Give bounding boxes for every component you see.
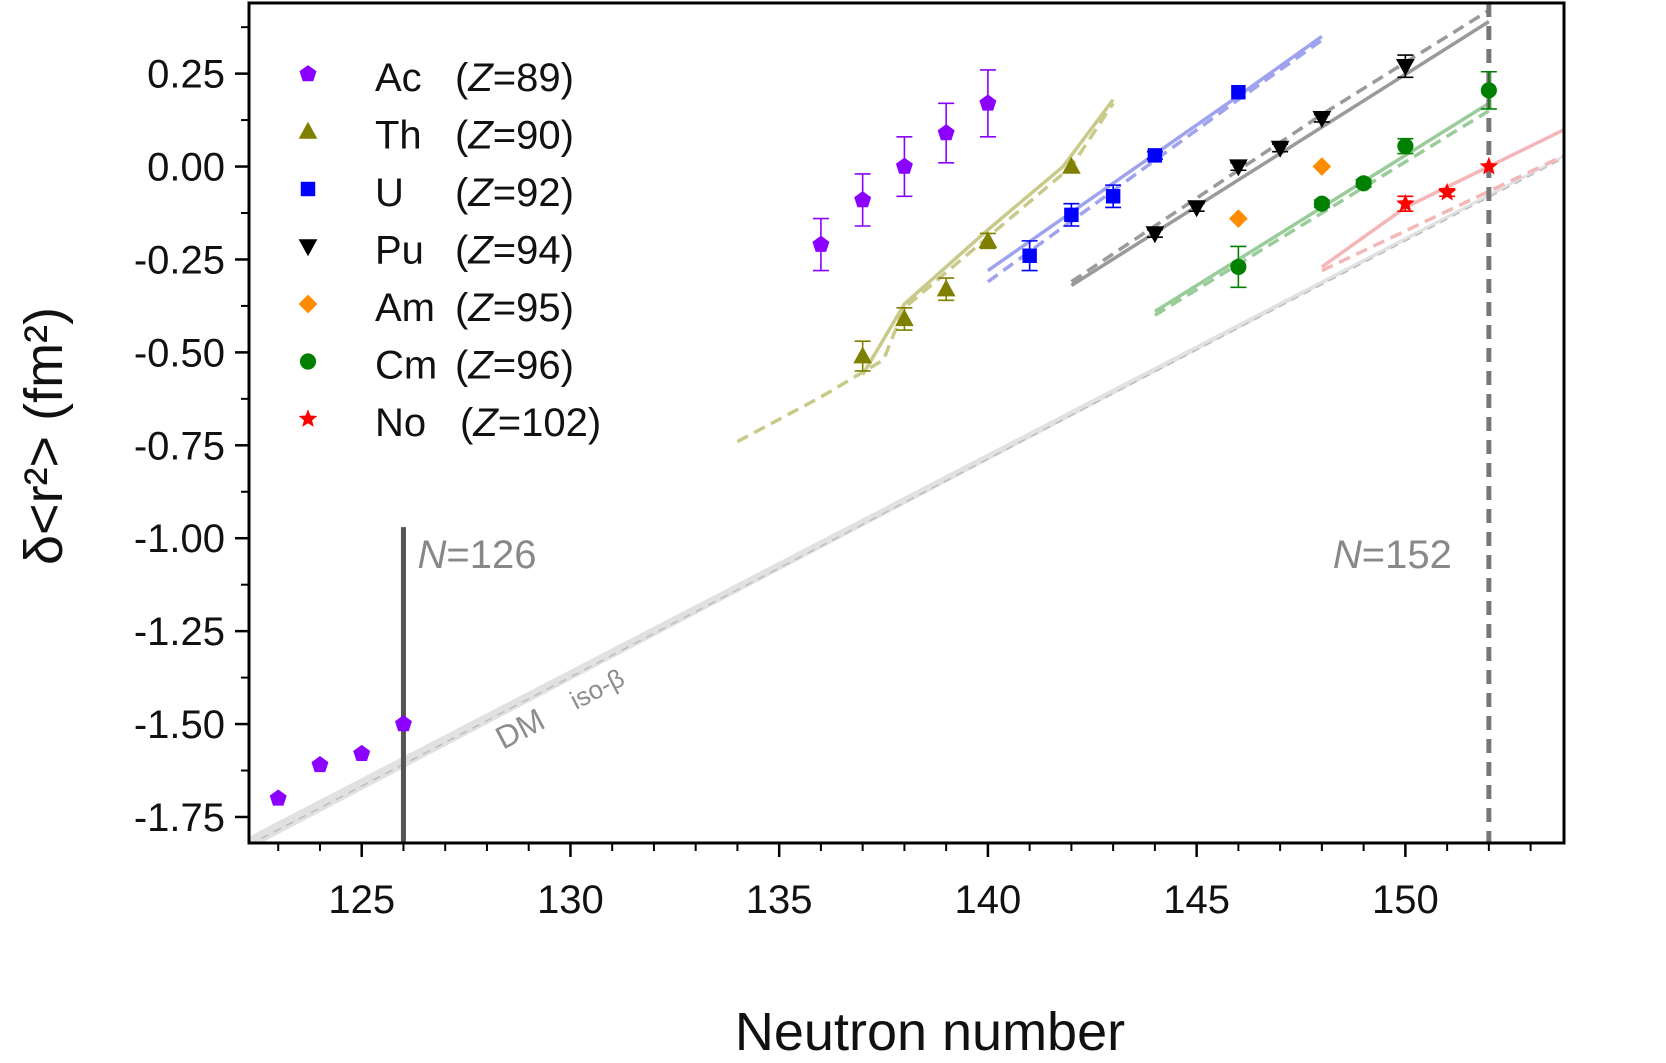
- dm-band-area: [249, 154, 1564, 843]
- x-tick-label-140: 140: [955, 878, 1022, 922]
- point-cm-n152: [1480, 82, 1497, 99]
- point-pu-n144: [1145, 226, 1165, 244]
- point-ac-n125: [353, 744, 371, 762]
- dm-band-dashed-line: [251, 157, 1564, 843]
- x-tick-label-145: 145: [1163, 878, 1230, 922]
- y-tick-label-8: -1.75: [134, 796, 225, 840]
- point-no-n152: [1479, 156, 1499, 175]
- legend-marker-no: [298, 409, 318, 427]
- legend-z-ac: (Z=89): [455, 56, 574, 100]
- point-ac-n126: [394, 715, 412, 732]
- point-u-n141: [1022, 248, 1037, 263]
- legend-label-ac: Ac: [375, 56, 422, 100]
- legend-label-no: No: [375, 401, 426, 445]
- plot-border: [247, 1, 1566, 845]
- plot-frame: [247, 1, 1566, 845]
- point-th-n138: [895, 309, 914, 327]
- point-cm-n146: [1230, 258, 1247, 275]
- legend-marker-ac: [299, 65, 317, 82]
- point-th-n139: [936, 279, 956, 297]
- y-tick-label-5: -1.00: [134, 517, 225, 561]
- x-tick-label-125: 125: [328, 878, 395, 922]
- point-cm-n149: [1355, 175, 1372, 192]
- point-ac-n124: [311, 756, 329, 773]
- point-ac-n139: [937, 124, 955, 141]
- legend-label-u: U: [375, 171, 404, 215]
- legend-label-cm: Cm: [375, 344, 437, 388]
- legend-marker-pu: [298, 239, 318, 257]
- x-axis-title: Neutron number: [735, 1002, 1125, 1062]
- point-pu-n148: [1312, 110, 1332, 128]
- legend-z-u: (Z=92): [455, 171, 574, 215]
- legend-z-cm: (Z=96): [455, 344, 574, 388]
- y-tick-label-1: 0.00: [147, 146, 225, 190]
- point-u-n142: [1064, 207, 1079, 223]
- y-tick-label-0: 0.25: [147, 53, 225, 97]
- point-ac-n123: [269, 789, 287, 806]
- legend: Ac (Z=89) Th (Z=90) U (Z=92) Pu (Z=94) Am (Z=95) C…: [298, 56, 601, 445]
- legend-marker-am: [298, 294, 318, 314]
- reference-label-n126: N=126: [417, 533, 536, 577]
- point-am-n148: [1312, 157, 1332, 176]
- point-cm-n148: [1313, 195, 1330, 212]
- axis-ticks: 125 130 135 140 145 150 0.25 0.00 -0.25 -0.50 -0.7…: [134, 26, 1532, 922]
- point-th-n140: [978, 231, 998, 249]
- point-u-n143: [1105, 189, 1121, 204]
- y-tick-label-2: -0.25: [134, 238, 225, 282]
- point-no-n151: [1437, 182, 1457, 201]
- point-no-n150: [1396, 193, 1415, 212]
- model-line-dashed-3: [1153, 109, 1490, 317]
- point-pu-n150: [1396, 58, 1415, 76]
- legend-label-th: Th: [375, 114, 422, 158]
- y-tick-label-3: -0.50: [134, 331, 225, 375]
- y-axis-title: δ<r²> (fm²): [14, 307, 74, 565]
- legend-z-no: (Z=102): [460, 401, 601, 445]
- point-u-n144: [1147, 148, 1163, 163]
- model-line-solid-0: [861, 98, 1115, 376]
- point-th-n137: [853, 346, 873, 364]
- model-line-dashed-2: [1070, 8, 1490, 284]
- legend-marker-u: [300, 181, 316, 197]
- x-tick-label-135: 135: [746, 878, 813, 922]
- point-cm-n150: [1397, 138, 1414, 155]
- y-tick-label-7: -1.50: [134, 703, 225, 747]
- legend-marker-cm: [299, 353, 317, 370]
- point-th-n142: [1062, 156, 1081, 174]
- model-line-dashed-0: [736, 102, 1115, 444]
- legend-z-th: (Z=90): [455, 114, 574, 158]
- reference-lines: N=126 N=152: [400, 3, 1492, 843]
- legend-marker-th: [298, 121, 318, 139]
- y-tick-label-4: -0.75: [134, 424, 225, 468]
- point-pu-n147: [1270, 140, 1290, 158]
- point-ac-n136: [812, 235, 830, 252]
- legend-z-pu: (Z=94): [455, 229, 574, 273]
- point-ac-n138: [895, 157, 913, 174]
- point-pu-n146: [1229, 159, 1248, 177]
- point-u-n146: [1231, 84, 1246, 100]
- point-ac-n137: [854, 191, 872, 208]
- x-tick-label-130: 130: [537, 878, 604, 922]
- legend-label-pu: Pu: [375, 229, 424, 273]
- legend-label-am: Am: [375, 286, 435, 330]
- point-pu-n145: [1187, 200, 1206, 218]
- x-tick-label-150: 150: [1372, 878, 1439, 922]
- point-am-n146: [1229, 209, 1248, 228]
- reference-label-n152: N=152: [1333, 533, 1452, 577]
- y-tick-label-6: -1.25: [134, 610, 225, 654]
- model-line-dashed-4: [1321, 153, 1564, 273]
- legend-z-am: (Z=95): [455, 286, 574, 330]
- data-points: [269, 54, 1499, 806]
- point-ac-n140: [979, 94, 997, 111]
